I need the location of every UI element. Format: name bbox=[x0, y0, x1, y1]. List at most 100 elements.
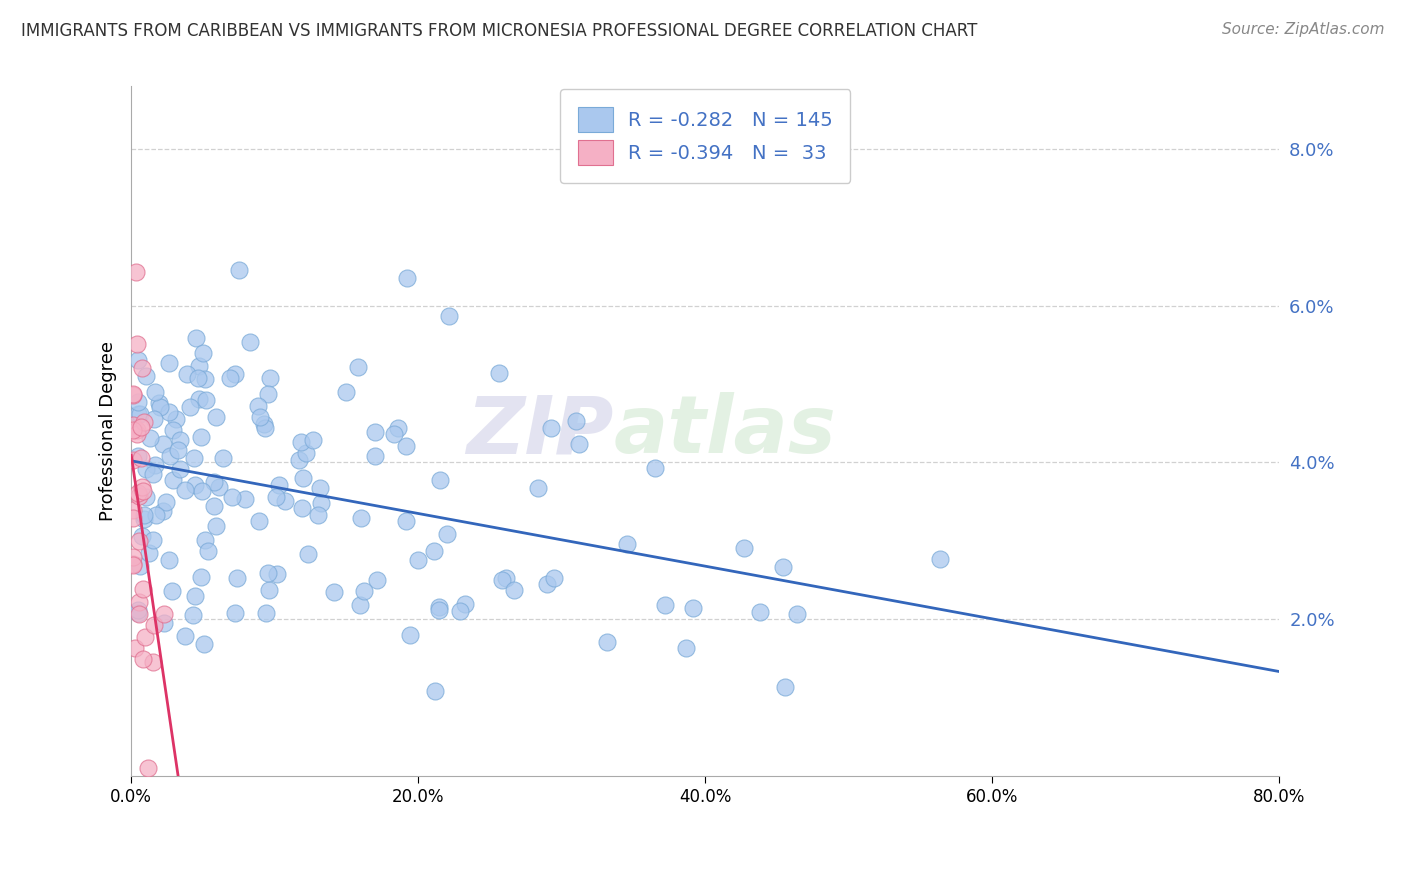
Point bbox=[157, 553, 180, 567]
Point bbox=[167, 442, 190, 457]
Point bbox=[773, 680, 796, 694]
Point bbox=[928, 551, 950, 566]
Point bbox=[398, 628, 420, 642]
Point bbox=[202, 475, 225, 489]
Point bbox=[190, 484, 212, 499]
Point bbox=[202, 500, 225, 514]
Point bbox=[131, 419, 153, 434]
Point bbox=[142, 618, 165, 632]
Point bbox=[191, 345, 214, 359]
Point bbox=[437, 309, 460, 323]
Point bbox=[364, 449, 387, 463]
Point bbox=[395, 514, 418, 528]
Point bbox=[488, 366, 510, 380]
Point bbox=[121, 417, 143, 432]
Point bbox=[266, 567, 288, 582]
Point bbox=[527, 481, 550, 495]
Point bbox=[152, 607, 174, 621]
Point bbox=[131, 529, 153, 543]
Point bbox=[406, 552, 429, 566]
Point bbox=[423, 683, 446, 698]
Point bbox=[173, 483, 195, 497]
Point bbox=[256, 566, 278, 580]
Point bbox=[733, 541, 755, 555]
Point bbox=[436, 527, 458, 541]
Text: Source: ZipAtlas.com: Source: ZipAtlas.com bbox=[1222, 22, 1385, 37]
Point bbox=[221, 490, 243, 504]
Point bbox=[543, 571, 565, 585]
Point bbox=[247, 514, 270, 528]
Point bbox=[155, 495, 177, 509]
Point bbox=[128, 407, 150, 421]
Point bbox=[131, 480, 153, 494]
Point bbox=[125, 427, 148, 442]
Point bbox=[153, 615, 176, 630]
Point bbox=[122, 387, 145, 401]
Point bbox=[132, 512, 155, 526]
Point bbox=[675, 640, 697, 655]
Point bbox=[121, 423, 143, 437]
Point bbox=[128, 489, 150, 503]
Point bbox=[131, 361, 153, 376]
Point bbox=[162, 423, 184, 437]
Point bbox=[429, 473, 451, 487]
Point bbox=[259, 371, 281, 385]
Point bbox=[127, 353, 149, 368]
Point bbox=[274, 494, 297, 508]
Point bbox=[127, 607, 149, 621]
Point bbox=[195, 392, 218, 407]
Point bbox=[491, 574, 513, 588]
Point bbox=[387, 421, 409, 435]
Point bbox=[121, 550, 143, 565]
Point bbox=[142, 467, 165, 482]
Point bbox=[616, 537, 638, 551]
Point bbox=[257, 386, 280, 401]
Point bbox=[267, 477, 290, 491]
Point bbox=[396, 271, 419, 285]
Point bbox=[124, 641, 146, 656]
Point bbox=[127, 407, 149, 421]
Point bbox=[427, 603, 450, 617]
Point bbox=[188, 392, 211, 406]
Point bbox=[121, 503, 143, 517]
Point bbox=[382, 426, 405, 441]
Point bbox=[364, 425, 387, 439]
Y-axis label: Professional Degree: Professional Degree bbox=[100, 341, 117, 521]
Point bbox=[536, 577, 558, 591]
Point bbox=[596, 635, 619, 649]
Point bbox=[495, 571, 517, 585]
Point bbox=[786, 607, 808, 621]
Point bbox=[141, 533, 163, 548]
Point bbox=[135, 490, 157, 504]
Point bbox=[422, 543, 444, 558]
Point bbox=[453, 597, 475, 611]
Point bbox=[309, 481, 332, 495]
Point bbox=[125, 265, 148, 279]
Point bbox=[224, 606, 246, 620]
Point bbox=[149, 401, 172, 415]
Point bbox=[152, 437, 174, 451]
Point bbox=[121, 510, 143, 524]
Point bbox=[159, 449, 181, 463]
Point bbox=[204, 518, 226, 533]
Point bbox=[264, 491, 287, 505]
Point bbox=[287, 452, 309, 467]
Point bbox=[350, 511, 373, 525]
Point bbox=[127, 449, 149, 463]
Point bbox=[349, 598, 371, 612]
Point bbox=[162, 473, 184, 487]
Point bbox=[129, 450, 152, 465]
Point bbox=[194, 533, 217, 547]
Point bbox=[193, 637, 215, 651]
Point bbox=[152, 503, 174, 517]
Point bbox=[121, 453, 143, 467]
Point bbox=[169, 462, 191, 476]
Point bbox=[208, 480, 231, 494]
Point bbox=[184, 589, 207, 603]
Point bbox=[335, 385, 357, 400]
Point bbox=[183, 450, 205, 465]
Point bbox=[187, 371, 209, 385]
Point bbox=[169, 434, 191, 448]
Point bbox=[302, 434, 325, 448]
Point bbox=[290, 435, 312, 450]
